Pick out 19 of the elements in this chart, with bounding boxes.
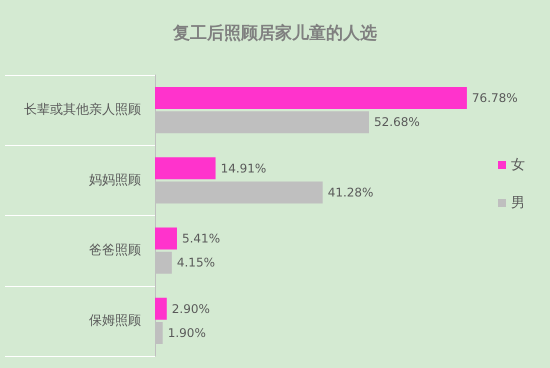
legend-label: 女: [511, 157, 525, 173]
data-label: 14.91%: [220, 161, 266, 176]
bar: [155, 228, 177, 250]
data-label: 41.28%: [328, 185, 374, 200]
y-tick-label: 保姆照顾: [89, 313, 141, 328]
data-label: 5.41%: [182, 232, 220, 246]
y-tick-label: 爸爸照顾: [89, 243, 141, 258]
legend-label: 男: [511, 195, 525, 211]
chart-title: 复工后照顾居家儿童的人选: [172, 24, 377, 44]
bar: [155, 157, 216, 180]
data-label: 76.78%: [472, 91, 518, 106]
y-tick-label: 长辈或其他亲人照顾: [24, 102, 141, 118]
y-tick-label: 妈妈照顾: [89, 172, 141, 188]
data-label: 2.90%: [172, 302, 210, 316]
data-label: 1.90%: [168, 326, 206, 340]
data-label: 4.15%: [176, 256, 215, 270]
bar: [155, 298, 167, 320]
bar: [155, 87, 467, 110]
data-label: 52.68%: [374, 115, 420, 130]
